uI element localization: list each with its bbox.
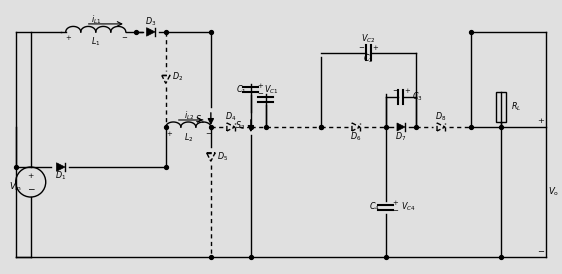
Polygon shape — [147, 28, 155, 36]
Text: −: − — [392, 87, 398, 95]
Text: $L_2$: $L_2$ — [184, 132, 193, 144]
Text: $R_L$: $R_L$ — [511, 101, 522, 113]
Text: $C_4$: $C_4$ — [369, 201, 379, 213]
Text: $D_1$: $D_1$ — [55, 170, 66, 182]
Text: $V_{\rm in}$: $V_{\rm in}$ — [10, 181, 22, 193]
Text: $D_8$: $D_8$ — [436, 111, 447, 123]
Text: $S_1$: $S_1$ — [195, 114, 205, 126]
Text: $L_1$: $L_1$ — [91, 36, 101, 48]
Text: $D_7$: $D_7$ — [395, 131, 407, 143]
Text: $C_1$: $C_1$ — [235, 84, 246, 96]
Text: $D_4$: $D_4$ — [225, 111, 237, 123]
Text: −: − — [392, 207, 398, 215]
Text: $V_{C1}$: $V_{C1}$ — [264, 84, 278, 96]
Text: $i_{L1}$: $i_{L1}$ — [90, 14, 101, 26]
Text: −: − — [205, 130, 211, 138]
Text: +: + — [257, 82, 263, 90]
Bar — [496, 92, 506, 122]
Polygon shape — [57, 163, 65, 171]
Text: +: + — [65, 34, 71, 42]
Text: +: + — [404, 87, 410, 95]
Text: $V_{\rm o}$: $V_{\rm o}$ — [549, 186, 560, 198]
Text: −: − — [359, 44, 364, 52]
Text: +: + — [373, 44, 378, 52]
Text: $V_{C4}$: $V_{C4}$ — [401, 201, 415, 213]
Text: −: − — [121, 34, 126, 42]
Text: −: − — [538, 248, 545, 256]
Text: +: + — [28, 172, 34, 180]
Text: $C_2$: $C_2$ — [363, 53, 374, 65]
Text: $D_3$: $D_3$ — [145, 16, 156, 28]
Polygon shape — [397, 123, 405, 131]
Text: $C_3$: $C_3$ — [411, 91, 423, 103]
Text: +: + — [166, 130, 172, 138]
Text: −: − — [27, 184, 34, 193]
Text: $V_{C2}$: $V_{C2}$ — [361, 33, 375, 45]
Text: +: + — [392, 199, 398, 207]
Text: $D_2$: $D_2$ — [172, 70, 183, 83]
Text: $D_5$: $D_5$ — [217, 151, 229, 163]
Text: $S_2$: $S_2$ — [235, 120, 245, 132]
Text: −: − — [257, 90, 263, 98]
Text: $i_{L2}$: $i_{L2}$ — [184, 110, 194, 122]
Text: +: + — [538, 117, 545, 125]
Text: $D_6$: $D_6$ — [350, 131, 361, 143]
